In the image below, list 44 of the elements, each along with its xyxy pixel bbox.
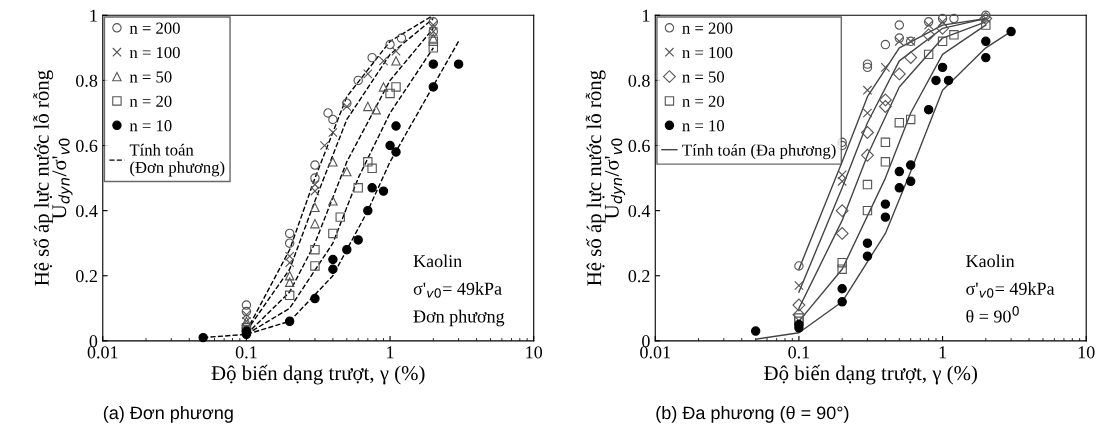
x-tick-label: 0.01 bbox=[87, 346, 118, 359]
annotation: σ'$_{v0}$= 49kPa bbox=[966, 282, 1055, 298]
y-tick-label: 0.2 bbox=[628, 270, 650, 283]
x-tick-label: 1 bbox=[387, 346, 394, 359]
y-tick-label: 0.6 bbox=[628, 139, 650, 153]
text: (b) Đa phương (θ = 90°) bbox=[656, 405, 849, 423]
legend-label: n = 200 bbox=[682, 22, 733, 34]
legend-label: n = 20 bbox=[129, 95, 172, 107]
annotation: σ'$_{v0}$= 49kPa bbox=[413, 282, 502, 298]
x-tick-label: 1 bbox=[939, 346, 946, 359]
y-tick-label: 0.8 bbox=[76, 74, 98, 87]
legend-label: n = 50 bbox=[682, 71, 725, 83]
y-tick-label: 0.2 bbox=[76, 270, 97, 283]
annotation: θ = 90$^{0}$ bbox=[966, 306, 1019, 323]
legend-label: n = 50 bbox=[129, 71, 172, 83]
x-tick-label: 10 bbox=[526, 346, 543, 359]
x-axis-title: Độ biến dạng trượt, γ (%) bbox=[764, 364, 977, 385]
x-tick-label: 0.1 bbox=[788, 346, 810, 359]
legend-label: n = 20 bbox=[682, 95, 725, 107]
legend-label: Tính toán (Đơn phương) bbox=[129, 143, 225, 177]
y-tick-label: 0.4 bbox=[628, 204, 651, 218]
text: (a) Đơn phương bbox=[103, 405, 233, 423]
x-tick-label: 10 bbox=[1078, 346, 1095, 359]
y-tick-label: 0 bbox=[642, 335, 650, 348]
y-tick-label: 0.8 bbox=[628, 74, 650, 87]
legend-label: Tính toán (Đa phương) bbox=[682, 143, 836, 160]
y-tick-label: 0.4 bbox=[76, 204, 98, 218]
annotation: Kaolin bbox=[966, 254, 1015, 268]
annotation: Đơn phương bbox=[413, 309, 505, 327]
y-tick-label: 0 bbox=[89, 335, 98, 348]
y-tick-label: 1 bbox=[90, 9, 97, 22]
legend-label: n = 200 bbox=[129, 22, 180, 34]
annotation: Kaolin bbox=[413, 254, 462, 268]
y-tick-label: 1 bbox=[642, 9, 650, 22]
legend-label: n = 100 bbox=[682, 46, 733, 59]
x-tick-label: 0.1 bbox=[235, 346, 257, 359]
legend-label: n = 10 bbox=[129, 120, 172, 132]
y-tick-label: 0.6 bbox=[76, 139, 98, 153]
x-tick-label: 0.01 bbox=[640, 346, 670, 359]
x-axis-title: Độ biến dạng trượt, γ (%) bbox=[211, 364, 425, 385]
legend-label: n = 100 bbox=[129, 46, 180, 59]
y-axis-title: Hệ số áp lực nước lỗ rỗng U$_{dyn}$/σ'$_{v0}$ bbox=[33, 70, 73, 286]
y-axis-title: Hệ số áp lực nước lỗ rỗng U$_{dyn}$/σ'$_{v0}$ bbox=[585, 70, 626, 286]
legend-label: n = 10 bbox=[682, 120, 725, 132]
